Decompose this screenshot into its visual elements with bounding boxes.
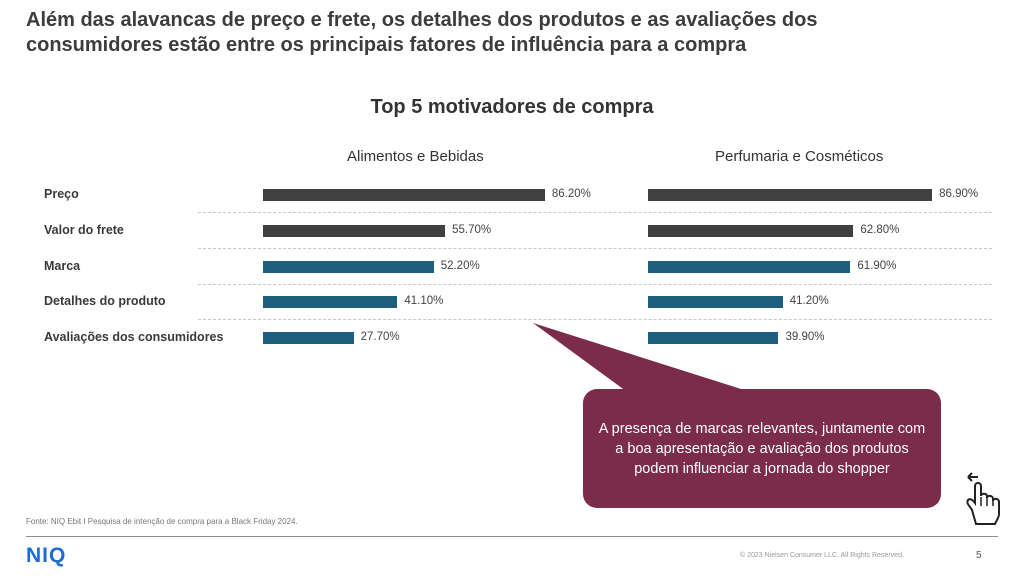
row-separator [198, 319, 992, 320]
bar [263, 296, 398, 308]
bar-value-label: 86.20% [551, 188, 591, 200]
source-note: Fonte: NIQ Ebit I Pesquisa de intenção d… [26, 517, 298, 526]
bar-value-label: 62.80% [860, 224, 900, 236]
bar [648, 332, 779, 344]
bar [263, 225, 446, 237]
row-separator [198, 248, 992, 249]
bar-value-label: 52.20% [440, 260, 480, 272]
category-label: Detalhes do produto [44, 294, 166, 308]
callout-text: A presença de marcas relevantes, juntame… [598, 420, 926, 477]
slide-title-line-1: Além das alavancas de preço e frete, os … [26, 9, 818, 31]
bar [263, 261, 434, 273]
chart-title: Top 5 motivadores de compra [370, 96, 654, 118]
row-separator [198, 212, 992, 213]
bar-value-label: 27.70% [360, 331, 400, 343]
callout-box: A presença de marcas relevantes, juntame… [583, 389, 941, 508]
category-label: Marca [44, 259, 81, 273]
category-label: Valor do frete [44, 223, 124, 237]
category-label: Avaliações dos consumidores [44, 330, 224, 344]
hand-pointer-icon[interactable] [958, 466, 1002, 535]
bar-value-label: 39.90% [785, 331, 825, 343]
bar-value-label: 86.90% [939, 188, 979, 200]
bar [648, 189, 933, 201]
slide-title: Além das alavancas de preço e frete, os … [26, 8, 926, 58]
category-label: Preço [44, 187, 79, 201]
bar [648, 261, 851, 273]
niq-logo: NIQ [26, 544, 67, 567]
panel-title-alimentos: Alimentos e Bebidas [347, 148, 484, 165]
bar-value-label: 55.70% [452, 224, 492, 236]
bar-value-label: 61.90% [857, 260, 897, 272]
footer-divider [26, 536, 998, 537]
bar [263, 189, 545, 201]
bar [263, 332, 354, 344]
bar [648, 225, 854, 237]
bar-value-label: 41.10% [404, 295, 444, 307]
copyright: © 2023 Nielsen Consumer LLC. All Rights … [740, 552, 904, 559]
row-separator [198, 284, 992, 285]
bar-value-label: 41.20% [789, 295, 829, 307]
page-number: 5 [976, 550, 982, 561]
slide-title-line-2: consumidores estão entre os principais f… [26, 34, 747, 56]
panel-title-perfumaria: Perfumaria e Cosméticos [715, 148, 884, 165]
bar [648, 296, 783, 308]
